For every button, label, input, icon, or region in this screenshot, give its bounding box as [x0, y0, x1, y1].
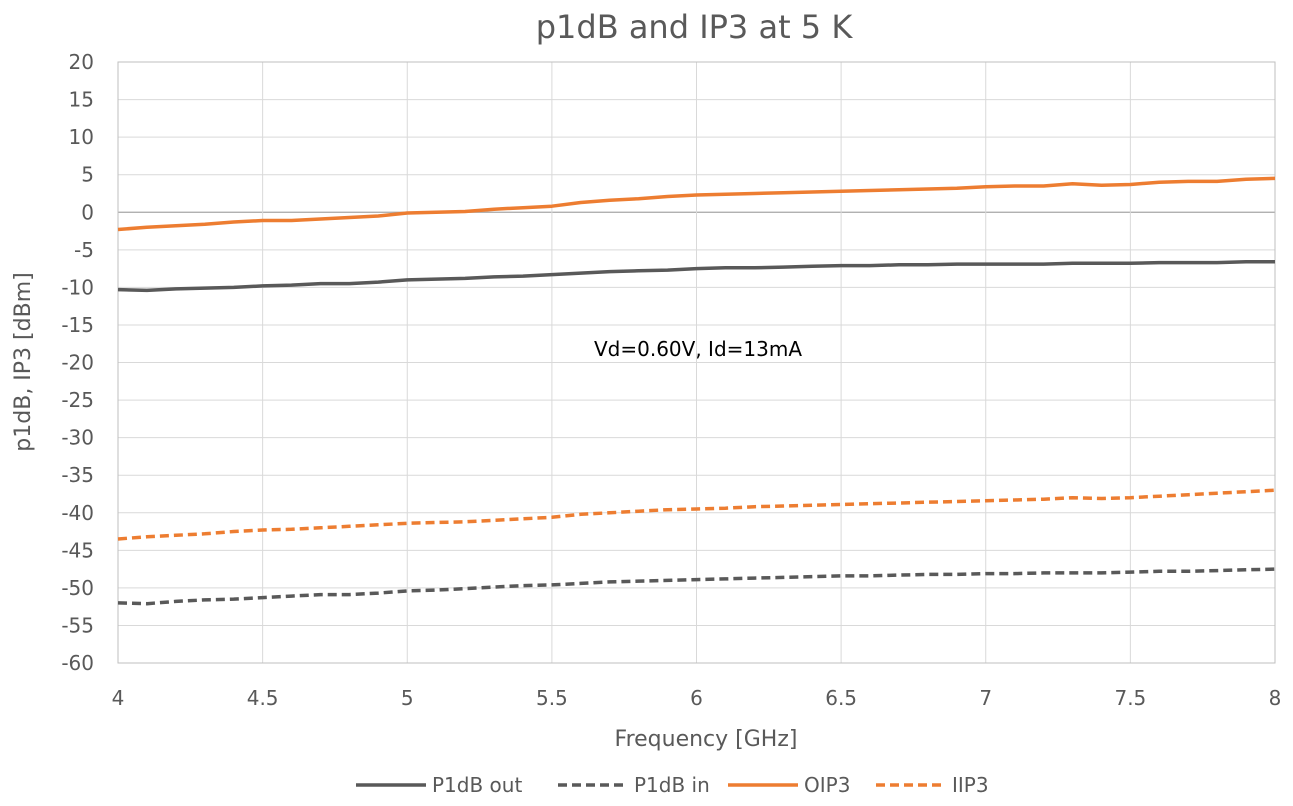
series-line-iip3	[117, 488, 1276, 541]
series-layer	[117, 176, 1276, 606]
y-tick-label: -30	[61, 426, 94, 450]
y-tick-label: -25	[61, 388, 94, 412]
series-line-oip3	[117, 176, 1276, 232]
x-tick-label: 6.5	[825, 686, 857, 710]
y-tick-label: 0	[81, 200, 94, 224]
y-axis-ticks: 20 15 10 5 0 -5 -10 -15 -20 -25 -30 -35 -40 -45 -50 -55…	[61, 50, 94, 675]
x-axis-label: Frequency [GHz]	[615, 727, 798, 752]
legend-label: P1dB in	[634, 773, 710, 797]
series-line-p1db-out	[117, 260, 1275, 293]
plot-area	[117, 61, 1276, 664]
x-tick-label: 4	[112, 686, 125, 710]
series-line-p1db-in	[117, 567, 1276, 606]
y-tick-label: -55	[61, 613, 94, 637]
x-tick-label: 6	[690, 686, 703, 710]
y-tick-label: -20	[61, 351, 94, 375]
legend-label: P1dB out	[432, 773, 522, 797]
x-tick-label: 8	[1269, 686, 1282, 710]
y-tick-label: 5	[81, 163, 94, 187]
x-tick-label: 5	[401, 686, 414, 710]
x-axis-ticks: 4 4.5 5 5.5 6 6.5 7 7.5 8	[112, 686, 1282, 710]
legend: P1dB out P1dB in OIP3 IIP3	[356, 773, 989, 797]
y-tick-label: -10	[61, 275, 94, 299]
y-tick-label: -45	[61, 538, 94, 562]
y-tick-label: -50	[61, 576, 94, 600]
legend-label: OIP3	[804, 773, 850, 797]
x-tick-label: 7.5	[1114, 686, 1146, 710]
chart-title: p1dB and IP3 at 5 K	[536, 8, 854, 46]
y-axis-label: p1dB, IP3 [dBm]	[11, 272, 36, 451]
bias-annotation: Vd=0.60V, Id=13mA	[594, 337, 802, 361]
y-tick-label: -60	[61, 651, 94, 675]
x-tick-label: 4.5	[247, 686, 279, 710]
y-tick-label: 10	[69, 125, 94, 149]
legend-label: IIP3	[952, 773, 989, 797]
y-tick-label: -5	[74, 238, 94, 262]
y-tick-label: -15	[61, 313, 94, 337]
y-tick-label: -40	[61, 501, 94, 525]
x-tick-label: 7	[979, 686, 992, 710]
y-tick-label: 20	[69, 50, 94, 74]
y-tick-label: 15	[69, 88, 94, 112]
y-tick-label: -35	[61, 463, 94, 487]
x-tick-label: 5.5	[536, 686, 568, 710]
